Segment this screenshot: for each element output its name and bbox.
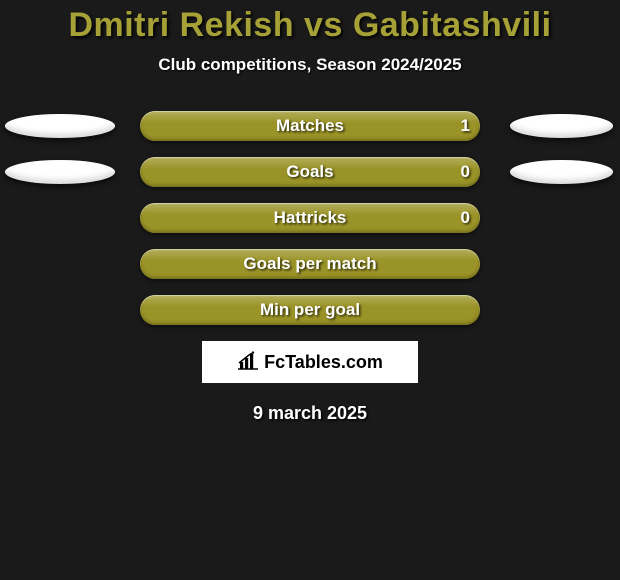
stats-block: Matches1Goals0Hattricks0Goals per matchM…: [0, 111, 620, 325]
stat-row: Min per goal: [0, 295, 620, 325]
chart-icon: [237, 350, 259, 375]
stat-value: 1: [461, 111, 470, 141]
stat-label: Goals: [140, 157, 480, 187]
page-title: Dmitri Rekish vs Gabitashvili: [0, 0, 620, 45]
brand-badge[interactable]: FcTables.com: [202, 341, 418, 383]
stat-bar-track: Goals per match: [140, 249, 480, 279]
player2-marker: [510, 114, 613, 138]
stat-label: Hattricks: [140, 203, 480, 233]
stat-row: Hattricks0: [0, 203, 620, 233]
brand-text: FcTables.com: [264, 352, 383, 373]
comparison-card: Dmitri Rekish vs Gabitashvili Club compe…: [0, 0, 620, 580]
stat-value: 0: [461, 157, 470, 187]
stat-label: Matches: [140, 111, 480, 141]
stat-value: 0: [461, 203, 470, 233]
stat-row: Goals per match: [0, 249, 620, 279]
stat-label: Goals per match: [140, 249, 480, 279]
player2-marker: [510, 160, 613, 184]
stat-bar-track: Min per goal: [140, 295, 480, 325]
stat-bar-track: Goals0: [140, 157, 480, 187]
stat-row: Goals0: [0, 157, 620, 187]
stat-bar-track: Hattricks0: [140, 203, 480, 233]
player1-marker: [5, 114, 115, 138]
stat-bar-track: Matches1: [140, 111, 480, 141]
stat-label: Min per goal: [140, 295, 480, 325]
page-subtitle: Club competitions, Season 2024/2025: [0, 55, 620, 75]
player1-marker: [5, 160, 115, 184]
stat-row: Matches1: [0, 111, 620, 141]
date-text: 9 march 2025: [0, 403, 620, 424]
